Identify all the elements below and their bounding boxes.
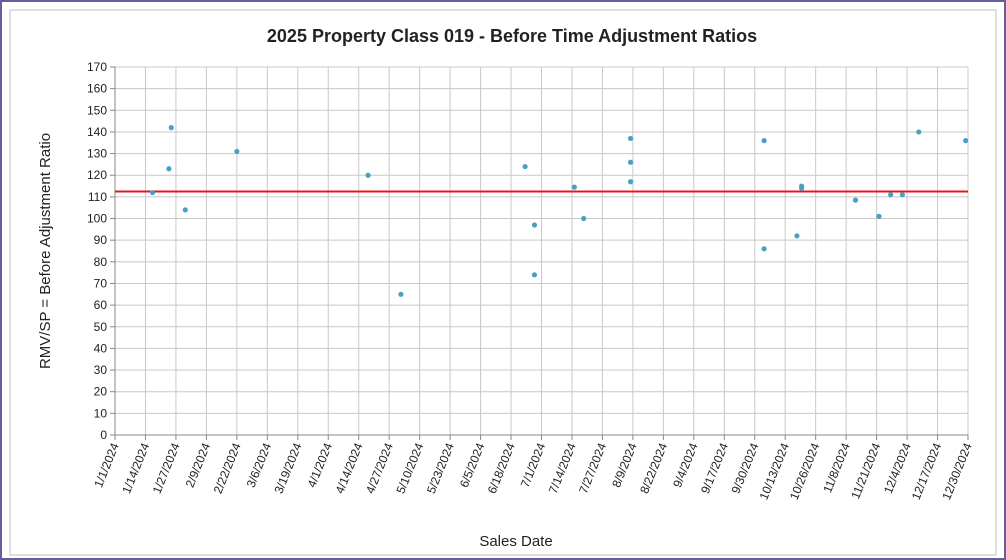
y-tick-label: 70	[94, 276, 108, 290]
point	[627, 159, 634, 165]
point	[365, 172, 371, 178]
y-tick-label: 50	[94, 320, 108, 334]
y-tick-label: 20	[94, 385, 108, 399]
y-tick-label: 140	[87, 125, 107, 139]
point	[888, 192, 894, 198]
point	[627, 135, 634, 142]
point	[182, 207, 188, 213]
y-tick-label: 110	[88, 190, 107, 204]
point	[571, 184, 577, 190]
y-tick-label: 160	[87, 82, 107, 96]
y-tick-label: 150	[87, 103, 107, 117]
point	[852, 197, 859, 203]
point	[149, 189, 156, 196]
y-tick-label: 80	[94, 255, 108, 269]
point	[963, 138, 969, 144]
y-tick-label: 100	[87, 212, 107, 226]
y-tick-label: 10	[94, 406, 108, 420]
point	[531, 222, 538, 228]
point	[166, 166, 172, 172]
point	[761, 138, 767, 144]
y-tick-label: 0	[100, 428, 107, 442]
x-axis-label: Sales Date	[479, 533, 552, 550]
point	[916, 129, 922, 135]
y-tick-label: 120	[87, 168, 107, 182]
y-tick-label: 60	[94, 298, 108, 312]
point	[899, 192, 905, 198]
y-axis-label: RMV/SP = Before Adjustment Ratio	[37, 133, 54, 369]
point	[876, 213, 882, 219]
chart-frame	[9, 9, 997, 556]
y-tick-label: 90	[94, 233, 108, 247]
point	[168, 125, 174, 131]
y-tick-label: 130	[87, 147, 107, 161]
y-tick-label: 40	[94, 341, 108, 355]
point	[799, 185, 805, 191]
point	[581, 215, 587, 222]
point	[398, 291, 404, 297]
point	[522, 163, 528, 170]
y-tick-label: 30	[94, 363, 108, 377]
chart-title: 2025 Property Class 019 - Before Time Ad…	[267, 26, 757, 46]
point	[794, 233, 800, 239]
point	[627, 179, 634, 185]
point	[531, 272, 538, 278]
y-tick-label: 170	[87, 60, 107, 74]
point	[761, 246, 767, 252]
point	[234, 148, 240, 155]
